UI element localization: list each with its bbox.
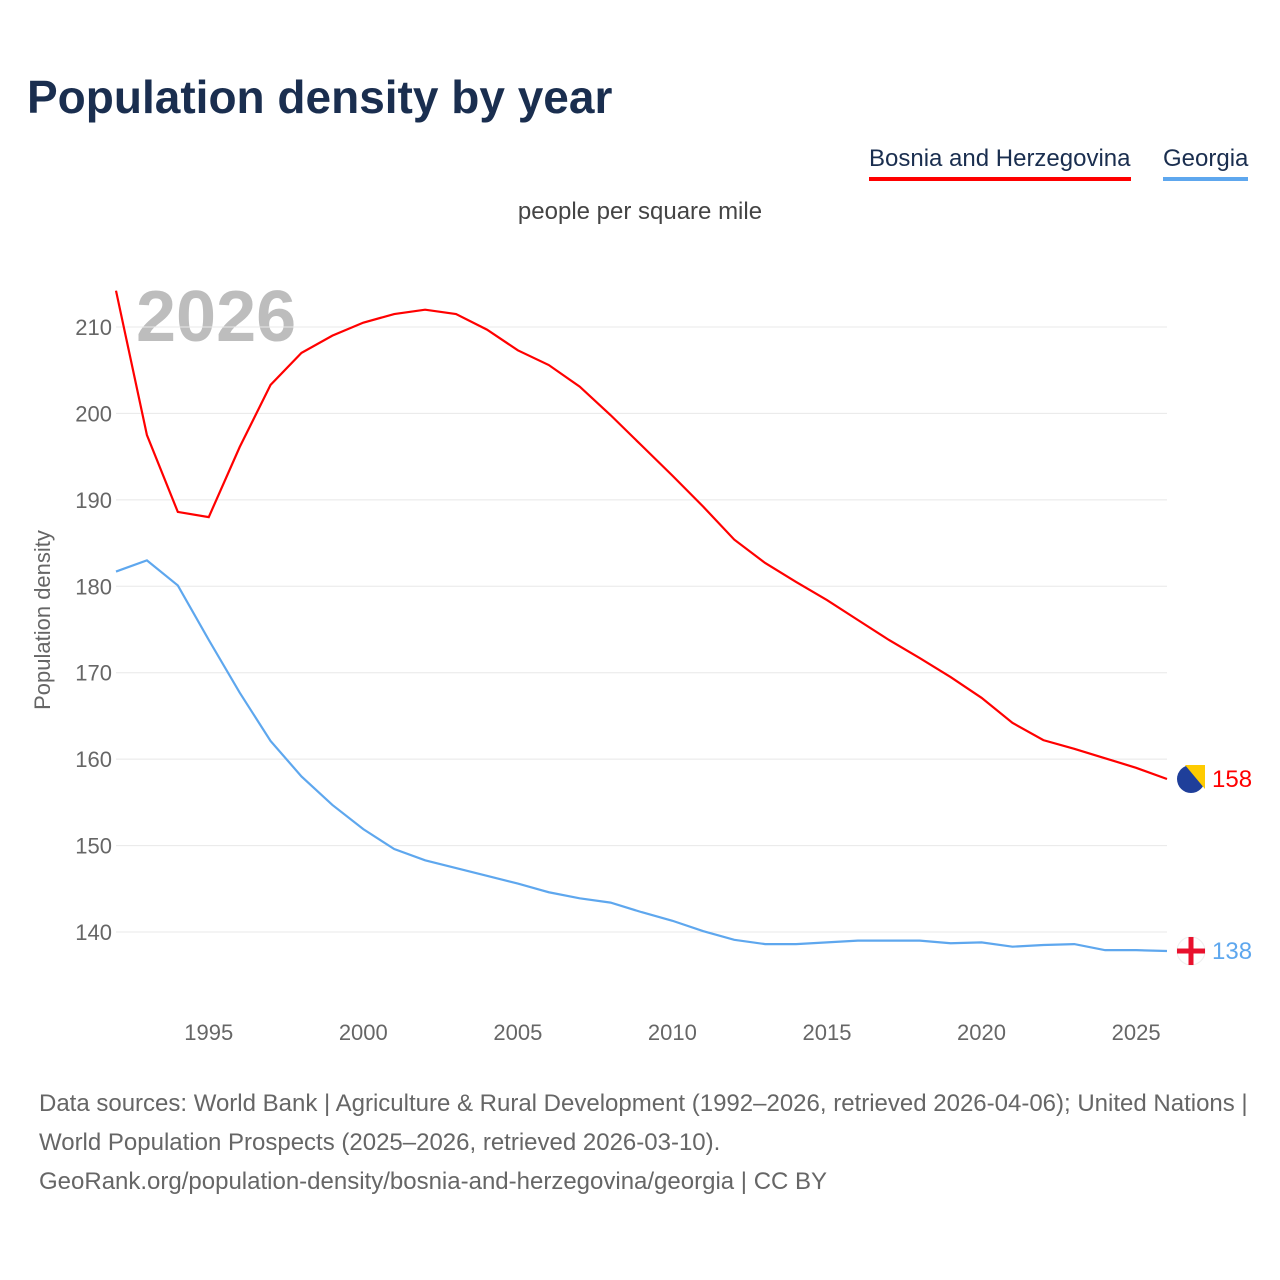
x-tick-label: 2015 (802, 1020, 851, 1045)
x-tick-label: 2020 (957, 1020, 1006, 1045)
georgia-flag-cross-v (1188, 937, 1194, 966)
x-tick-label: 2025 (1112, 1020, 1161, 1045)
y-tick-label: 210 (75, 315, 112, 340)
x-tick-label: 2010 (648, 1020, 697, 1045)
y-tick-label: 180 (75, 574, 112, 599)
data-sources: Data sources: World Bank | Agriculture &… (39, 1090, 1248, 1156)
y-axis-label: Population density (30, 530, 55, 710)
series-line-georgia (115, 559, 1168, 953)
y-tick-label: 170 (75, 661, 112, 686)
line-chart: 2026 140 150 160 170 180 190 200 210 1995 2000 2005… (30, 277, 1252, 1045)
x-tick-label: 2005 (493, 1020, 542, 1045)
x-tick-label: 1995 (184, 1020, 233, 1045)
end-value-label: 138 (1212, 938, 1252, 965)
bosnia-flag-triangle (1185, 765, 1205, 790)
y-tick-label: 190 (75, 488, 112, 513)
y-tick-label: 160 (75, 747, 112, 772)
y-tick-label: 150 (75, 834, 112, 859)
chart-subtitle: people per square mile (517, 198, 763, 225)
year-watermark: 2026 (136, 277, 296, 357)
footer: Data sources: World Bank | Agriculture &… (39, 1084, 1249, 1201)
y-tick-label: 200 (75, 401, 112, 426)
legend-georgia[interactable]: Georgia (1163, 145, 1249, 181)
x-tick-label: 2000 (339, 1020, 388, 1045)
legend-bosnia[interactable]: Bosnia and Herzegovina (869, 145, 1131, 181)
source-link[interactable]: GeoRank.org/population-density/bosnia-an… (39, 1168, 828, 1195)
end-value-label: 158 (1212, 766, 1252, 793)
series-line-bosnia (114, 290, 1168, 781)
chart-title: Population density by year (27, 71, 613, 123)
y-tick-label: 140 (75, 920, 112, 945)
